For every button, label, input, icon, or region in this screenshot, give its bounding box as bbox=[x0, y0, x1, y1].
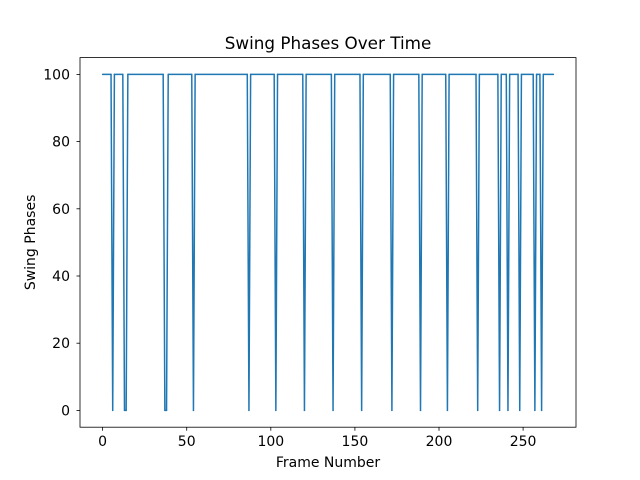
data-point bbox=[505, 73, 508, 76]
data-point bbox=[192, 409, 195, 412]
data-point bbox=[391, 409, 393, 412]
data-point bbox=[162, 73, 164, 76]
data-point bbox=[476, 409, 479, 412]
data-point bbox=[330, 73, 333, 76]
data-point bbox=[520, 73, 523, 76]
data-point bbox=[246, 73, 249, 76]
data-point bbox=[418, 73, 420, 76]
axes-frame bbox=[79, 57, 577, 428]
x-tick-label: 100 bbox=[257, 434, 284, 450]
data-point bbox=[127, 73, 129, 76]
y-tick-label: 100 bbox=[43, 67, 70, 83]
data-point bbox=[448, 73, 450, 76]
data-point bbox=[498, 409, 501, 412]
data-point bbox=[552, 73, 555, 76]
data-point bbox=[123, 409, 126, 412]
y-tick-label: 80 bbox=[52, 135, 70, 151]
x-tick-label: 50 bbox=[178, 434, 196, 450]
data-point bbox=[419, 409, 422, 412]
data-point bbox=[444, 73, 447, 76]
y-tick-label: 20 bbox=[52, 336, 70, 352]
y-axis-label: Swing Phases bbox=[23, 195, 39, 291]
data-point bbox=[275, 409, 277, 412]
data-point bbox=[475, 73, 477, 76]
tick-group: 0 50 100 150 200 250 0 20 40 60 80 100 bbox=[43, 67, 536, 450]
data-point bbox=[389, 73, 391, 76]
data-point bbox=[165, 409, 168, 412]
data-point bbox=[302, 73, 304, 76]
data-point bbox=[303, 409, 306, 412]
data-point bbox=[542, 73, 545, 76]
data-point bbox=[164, 409, 166, 412]
data-point bbox=[167, 73, 169, 76]
data-point bbox=[478, 73, 481, 76]
data-point bbox=[332, 409, 334, 412]
x-tick-label: 200 bbox=[426, 434, 453, 450]
x-tick-label: 0 bbox=[98, 434, 107, 450]
data-point bbox=[276, 73, 279, 76]
data-point bbox=[534, 409, 536, 412]
data-point bbox=[540, 409, 543, 412]
data-point bbox=[305, 73, 307, 76]
data-point bbox=[101, 73, 104, 76]
data-point bbox=[532, 73, 534, 76]
plot-area: 0 50 100 150 200 250 0 20 40 60 80 100 bbox=[43, 57, 577, 450]
x-tick-label: 250 bbox=[510, 434, 537, 450]
data-point bbox=[421, 73, 423, 76]
data-point bbox=[392, 73, 395, 76]
data-point bbox=[507, 409, 509, 412]
data-point bbox=[111, 409, 114, 412]
data-point bbox=[248, 409, 250, 412]
data-point bbox=[113, 73, 116, 76]
chart-title: Swing Phases Over Time bbox=[225, 33, 432, 53]
data-point bbox=[518, 409, 521, 412]
data-point bbox=[273, 73, 275, 76]
data-point bbox=[446, 409, 449, 412]
data-point bbox=[497, 73, 499, 76]
data-point bbox=[360, 409, 363, 412]
data-point bbox=[122, 73, 124, 76]
data-point bbox=[359, 73, 361, 76]
data-point bbox=[517, 73, 519, 76]
data-point bbox=[249, 73, 252, 76]
data-point bbox=[191, 73, 193, 76]
data-point bbox=[535, 73, 538, 76]
data-point bbox=[333, 73, 336, 76]
data-point bbox=[125, 409, 127, 412]
x-axis-label: Frame Number bbox=[276, 455, 381, 471]
y-tick-label: 40 bbox=[52, 269, 70, 285]
y-tick-label: 60 bbox=[52, 202, 70, 218]
data-point bbox=[362, 73, 365, 76]
data-point bbox=[539, 73, 541, 76]
data-point bbox=[508, 73, 511, 76]
series-line bbox=[102, 73, 554, 412]
y-tick-label: 0 bbox=[61, 403, 70, 419]
series-group bbox=[101, 73, 555, 412]
data-point bbox=[500, 73, 502, 76]
x-tick-label: 150 bbox=[342, 434, 369, 450]
data-point bbox=[194, 73, 196, 76]
data-point bbox=[110, 73, 112, 76]
